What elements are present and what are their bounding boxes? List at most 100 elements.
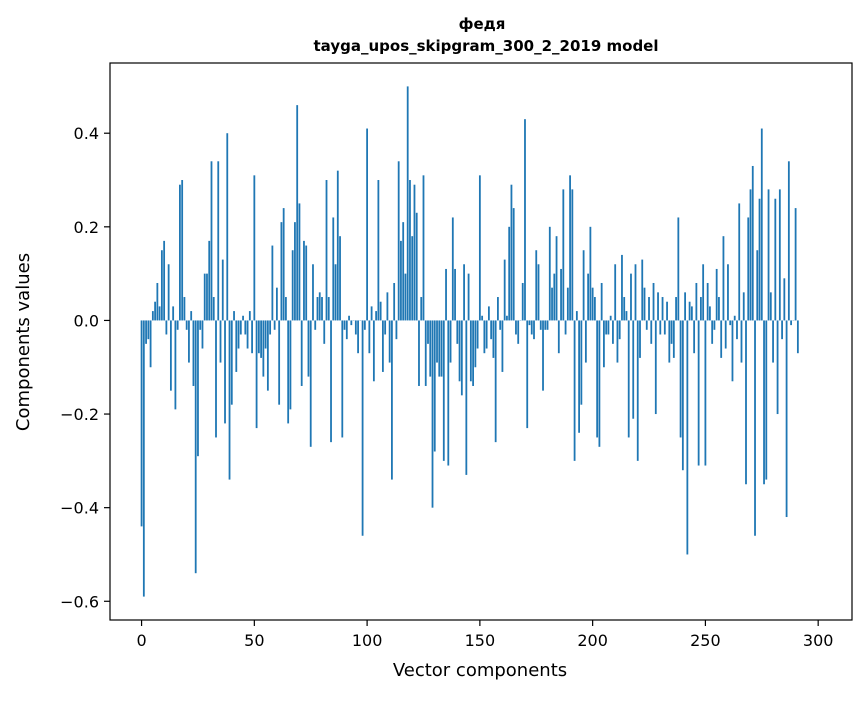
bar-132	[438, 320, 440, 376]
bar-180	[547, 320, 549, 329]
bar-261	[729, 320, 731, 325]
bar-112	[393, 283, 395, 320]
bar-23	[193, 320, 195, 386]
bar-53	[260, 320, 262, 357]
bar-226	[650, 320, 652, 343]
bar-193	[576, 311, 578, 320]
bar-16	[177, 320, 179, 329]
bar-43	[238, 320, 240, 348]
bar-194	[578, 320, 580, 432]
y-tick-label-5: 0.4	[74, 124, 99, 143]
y-axis-label: Components values	[13, 253, 34, 431]
x-tick-label-100: 100	[352, 631, 383, 650]
bar-29	[206, 274, 208, 321]
bar-179	[544, 320, 546, 329]
bar-219	[635, 264, 637, 320]
bar-227	[653, 283, 655, 320]
bar-81	[323, 320, 325, 343]
bar-242	[686, 320, 688, 554]
bar-130	[434, 320, 436, 451]
bar-61	[278, 320, 280, 404]
bar-0	[141, 320, 143, 526]
bar-157	[495, 320, 497, 442]
bar-239	[680, 320, 682, 437]
bar-101	[368, 320, 370, 353]
chart-subtitle: tayga_upos_skipgram_300_2_2019 model	[314, 37, 659, 55]
bar-52	[258, 320, 260, 353]
bar-100	[366, 129, 368, 321]
bar-85	[332, 217, 334, 320]
bar-155	[490, 320, 492, 339]
bar-196	[583, 250, 585, 320]
bar-79	[319, 292, 321, 320]
bar-6	[154, 302, 156, 321]
bar-205	[603, 320, 605, 367]
bar-224	[646, 320, 648, 329]
bar-172	[529, 320, 531, 325]
bar-228	[655, 320, 657, 414]
bar-37	[224, 320, 226, 423]
bar-204	[601, 283, 603, 320]
bar-119	[409, 180, 411, 320]
bar-234	[668, 320, 670, 362]
bar-56	[267, 320, 269, 390]
bar-109	[387, 292, 389, 320]
bar-267	[743, 292, 745, 320]
bar-248	[700, 297, 702, 320]
bar-184	[556, 236, 558, 320]
bar-19	[184, 297, 186, 320]
bar-163	[508, 227, 510, 321]
bar-151	[481, 316, 483, 321]
bar-257	[720, 320, 722, 357]
bar-131	[436, 320, 438, 362]
bar-272	[754, 320, 756, 535]
x-tick-label-150: 150	[465, 631, 496, 650]
bar-247	[698, 320, 700, 465]
bar-134	[443, 320, 445, 460]
bar-21	[188, 320, 190, 362]
bar-246	[695, 283, 697, 320]
x-axis-label: Vector components	[393, 660, 567, 681]
bar-125	[423, 175, 425, 320]
bar-212	[619, 320, 621, 339]
bar-77	[314, 320, 316, 329]
bar-89	[341, 320, 343, 437]
bar-98	[362, 320, 364, 535]
bar-68	[294, 222, 296, 320]
bar-173	[531, 320, 533, 334]
bar-82	[326, 180, 328, 320]
bar-252	[709, 306, 711, 320]
bar-69	[296, 105, 298, 320]
chart-title: федя	[459, 15, 506, 33]
bar-177	[540, 320, 542, 329]
bar-117	[405, 274, 407, 321]
bar-66	[290, 320, 292, 409]
bar-128	[429, 320, 431, 376]
bar-198	[587, 274, 589, 321]
bar-273	[756, 250, 758, 320]
bar-152	[483, 320, 485, 353]
bar-284	[781, 320, 783, 339]
bar-4	[150, 320, 152, 367]
bar-249	[702, 264, 704, 320]
bar-160	[502, 320, 504, 371]
bar-57	[269, 320, 271, 334]
bar-63	[283, 208, 285, 320]
bar-258	[723, 236, 725, 320]
bar-49	[251, 320, 253, 353]
bar-218	[632, 320, 634, 418]
y-tick-label-2: −0.2	[60, 405, 99, 424]
bar-15	[175, 320, 177, 409]
bar-139	[454, 269, 456, 320]
bar-54	[262, 320, 264, 376]
bar-2	[145, 320, 147, 343]
bar-220	[637, 320, 639, 460]
bar-286	[786, 320, 788, 517]
bar-107	[382, 320, 384, 371]
bar-141	[459, 320, 461, 381]
bar-217	[630, 274, 632, 321]
bar-103	[373, 320, 375, 381]
bar-283	[779, 189, 781, 320]
bar-233	[666, 302, 668, 321]
